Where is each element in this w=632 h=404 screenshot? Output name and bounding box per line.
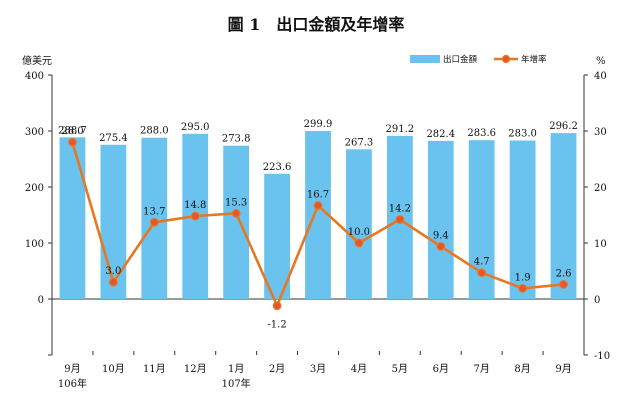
growth-point [108,277,118,287]
bar-value-label: 283.6 [467,128,496,139]
right-tick-label: 0 [594,295,600,306]
bar-value-label: 283.0 [508,129,537,140]
right-tick-label: 20 [594,183,607,194]
growth-point [354,238,364,248]
bar [550,133,577,299]
x-category-label: 2月 [269,363,285,375]
x-category-label: 9月 [64,363,80,375]
right-axis-unit: % [596,56,606,67]
x-category-label: 3月 [310,363,326,375]
growth-point [231,208,241,218]
growth-value-label: 16.7 [307,189,329,200]
bar-value-label: 288.7 [58,125,87,136]
x-category-label: 10月 [102,363,125,375]
legend-bar-swatch [410,55,440,63]
growth-value-label: -1.2 [267,320,286,331]
growth-value-label: 10.0 [348,227,370,238]
growth-value-label: 1.9 [515,272,531,283]
bar [100,144,127,299]
bar [264,173,290,299]
growth-value-label: 14.2 [389,203,411,214]
bar-value-label: 267.3 [345,137,374,148]
x-category-label: 5月 [392,363,408,375]
growth-point [436,241,446,251]
bar [509,140,536,299]
left-tick-label: 300 [25,127,44,138]
x-category-label: 4月 [351,363,367,375]
bar-value-label: 275.4 [99,133,128,144]
x-category-label: 9月 [555,363,571,375]
right-tick-label: -10 [594,351,610,362]
bar-value-label: 295.0 [181,122,210,133]
right-tick-label: 40 [594,71,607,82]
growth-point [313,201,323,210]
growth-point [272,301,282,311]
x-year-label: 106年 [58,377,87,390]
left-tick-label: 200 [25,183,44,194]
right-tick-label: 10 [594,239,607,250]
growth-value-label: 28.0 [61,126,83,137]
bar-value-label: 288.0 [140,126,169,137]
x-category-label: 11月 [143,363,166,375]
bar-value-label: 282.4 [426,129,455,140]
growth-value-label: 13.7 [143,206,165,217]
growth-value-label: 14.8 [184,200,206,211]
growth-point [149,217,159,227]
growth-value-label: 3.0 [105,266,121,277]
right-tick-label: 30 [594,127,607,138]
growth-value-label: 2.6 [556,268,572,279]
legend: 出口金額 年增率 [410,54,547,65]
bar [346,149,372,299]
x-year-label: 107年 [222,377,251,390]
growth-point [559,280,568,289]
x-category-label: 7月 [474,363,490,375]
bar [59,137,86,299]
bar [223,145,250,299]
legend-line-label: 年增率 [521,54,547,65]
left-tick-label: 100 [25,239,44,250]
growth-point [190,211,200,221]
bar-value-label: 299.9 [304,119,333,130]
growth-value-label: 4.7 [474,257,490,268]
bar-value-label: 223.6 [263,162,292,173]
bar-value-label: 296.2 [549,121,578,132]
x-category-label: 6月 [433,363,449,375]
x-category-label: 1月 [228,363,244,375]
plot-area: 4003002001000403020100-10288.7275.4288.0… [25,71,610,390]
left-tick-label: 400 [25,71,44,82]
x-category-label: 8月 [514,363,530,375]
bar-value-label: 273.8 [222,134,251,145]
growth-point [395,215,405,224]
growth-point [518,283,528,293]
growth-point [68,137,77,147]
bar-value-label: 291.2 [386,124,415,135]
chart-title: 圖 1 出口金額及年增率 [228,15,405,34]
growth-point [477,268,487,278]
growth-value-label: 15.3 [225,197,247,208]
growth-value-label: 9.4 [433,230,449,241]
x-category-label: 12月 [184,363,207,375]
left-axis-unit: 億美元 [22,54,52,67]
legend-line-marker [501,54,511,64]
left-tick-label: 0 [38,295,44,306]
bar [427,140,454,299]
legend-bar-label: 出口金額 [443,54,478,65]
